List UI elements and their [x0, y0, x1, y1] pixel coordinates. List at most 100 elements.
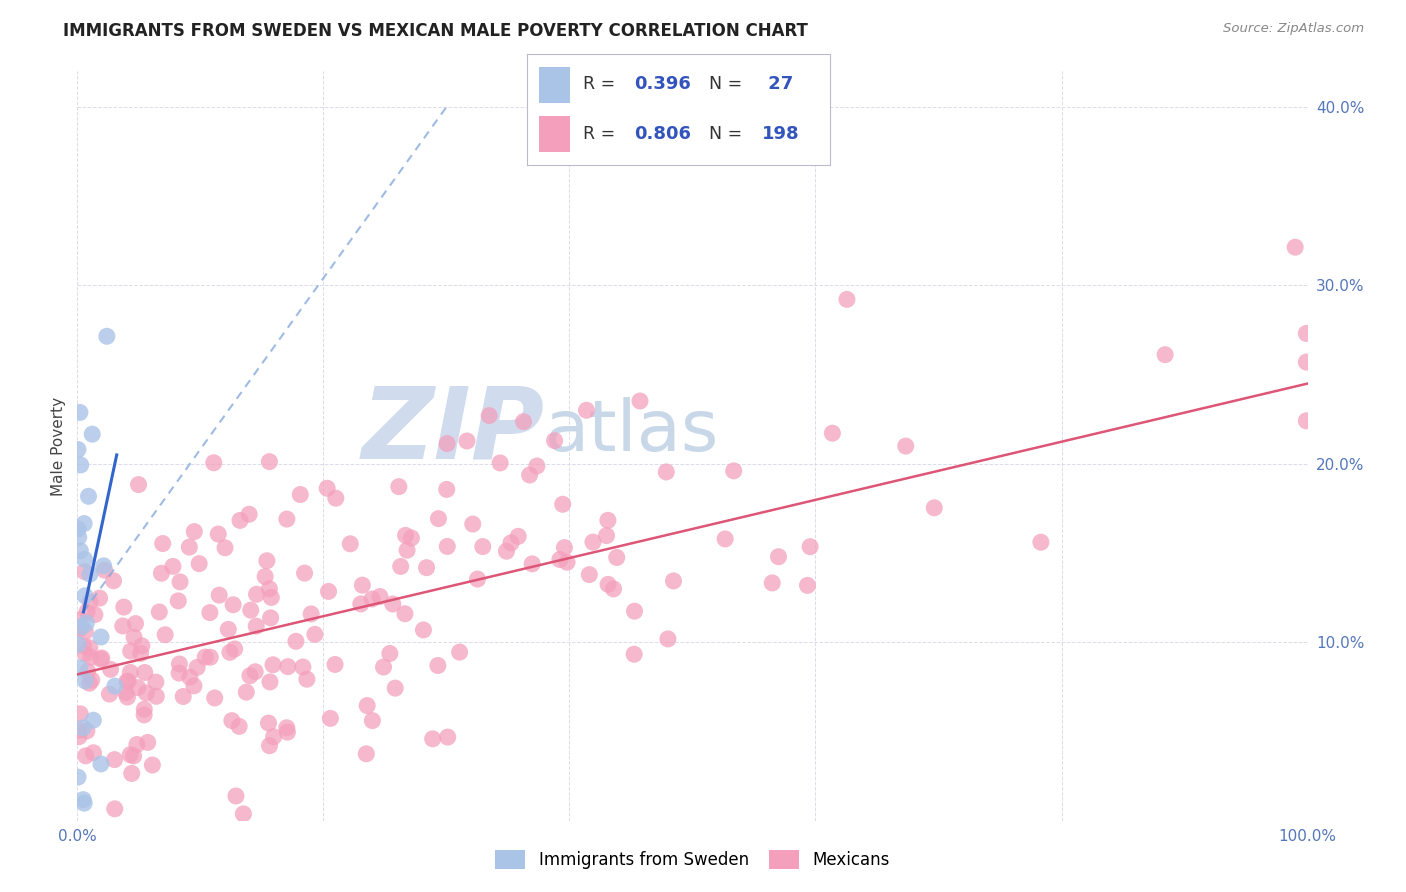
Point	[578, 567, 600, 582]
Point	[73, 516, 96, 531]
Point	[90, 630, 112, 644]
Point	[67, 613, 90, 627]
Point	[318, 584, 340, 599]
Point	[222, 598, 245, 612]
Point	[115, 686, 138, 700]
Point	[148, 605, 170, 619]
Point	[183, 679, 205, 693]
Point	[75, 647, 97, 661]
Point	[456, 434, 478, 448]
Point	[89, 591, 111, 606]
Point	[276, 725, 298, 739]
Point	[202, 456, 225, 470]
Text: atlas: atlas	[546, 397, 720, 466]
Point	[304, 627, 326, 641]
Point	[655, 465, 678, 479]
Point	[553, 541, 575, 555]
Point	[543, 434, 565, 448]
Point	[188, 557, 211, 571]
Point	[69, 706, 91, 721]
Point	[217, 623, 239, 637]
Point	[319, 711, 342, 725]
Point	[73, 552, 96, 566]
Point	[183, 524, 205, 539]
Point	[79, 567, 101, 582]
Point	[232, 806, 254, 821]
Point	[259, 675, 281, 690]
Point	[145, 675, 167, 690]
Point	[449, 645, 471, 659]
Text: R =: R =	[583, 125, 621, 143]
Text: R =: R =	[583, 75, 621, 93]
Point	[799, 540, 821, 554]
Point	[714, 532, 737, 546]
Point	[260, 591, 283, 605]
Point	[134, 702, 156, 716]
Text: N =: N =	[709, 75, 748, 93]
Text: 0.396: 0.396	[634, 75, 692, 93]
Text: 0.806: 0.806	[634, 125, 692, 143]
Point	[356, 698, 378, 713]
Point	[339, 537, 361, 551]
Point	[245, 587, 267, 601]
Point	[153, 628, 176, 642]
Point	[401, 531, 423, 545]
Point	[284, 634, 307, 648]
Point	[111, 619, 134, 633]
Point	[1295, 355, 1317, 369]
Point	[461, 517, 484, 532]
Point	[548, 552, 571, 566]
Point	[76, 605, 98, 619]
Point	[257, 716, 280, 731]
Point	[73, 796, 96, 810]
FancyBboxPatch shape	[540, 67, 569, 103]
Point	[821, 426, 844, 441]
Point	[72, 721, 94, 735]
Point	[124, 616, 146, 631]
Legend: Immigrants from Sweden, Mexicans: Immigrants from Sweden, Mexicans	[489, 844, 896, 876]
Point	[67, 730, 90, 744]
Point	[262, 657, 284, 672]
Point	[495, 544, 517, 558]
Point	[128, 477, 150, 491]
Point	[1295, 326, 1317, 341]
Point	[259, 739, 281, 753]
Point	[214, 541, 236, 555]
Point	[172, 690, 194, 704]
Point	[290, 487, 312, 501]
Point	[263, 730, 285, 744]
Point	[259, 611, 281, 625]
Point	[127, 681, 149, 695]
Point	[361, 714, 384, 728]
Point	[134, 707, 156, 722]
Point	[72, 792, 94, 806]
Point	[117, 690, 139, 704]
Point	[66, 442, 89, 457]
Point	[508, 529, 530, 543]
Point	[69, 661, 91, 675]
Point	[277, 659, 299, 673]
Point	[662, 574, 685, 588]
Point	[69, 405, 91, 419]
Point	[657, 632, 679, 646]
Point	[80, 673, 103, 687]
Point	[396, 543, 419, 558]
Point	[121, 766, 143, 780]
Point	[238, 508, 260, 522]
Point	[436, 540, 458, 554]
Point	[69, 458, 91, 472]
Point	[204, 690, 226, 705]
Point	[628, 394, 651, 409]
Point	[208, 588, 231, 602]
Point	[100, 662, 122, 676]
Point	[75, 748, 97, 763]
Point	[135, 686, 157, 700]
Point	[82, 713, 104, 727]
Point	[73, 565, 96, 579]
Point	[394, 528, 416, 542]
Point	[75, 624, 97, 639]
Point	[93, 563, 115, 577]
Point	[96, 329, 118, 343]
Point	[723, 464, 745, 478]
Point	[415, 560, 437, 574]
